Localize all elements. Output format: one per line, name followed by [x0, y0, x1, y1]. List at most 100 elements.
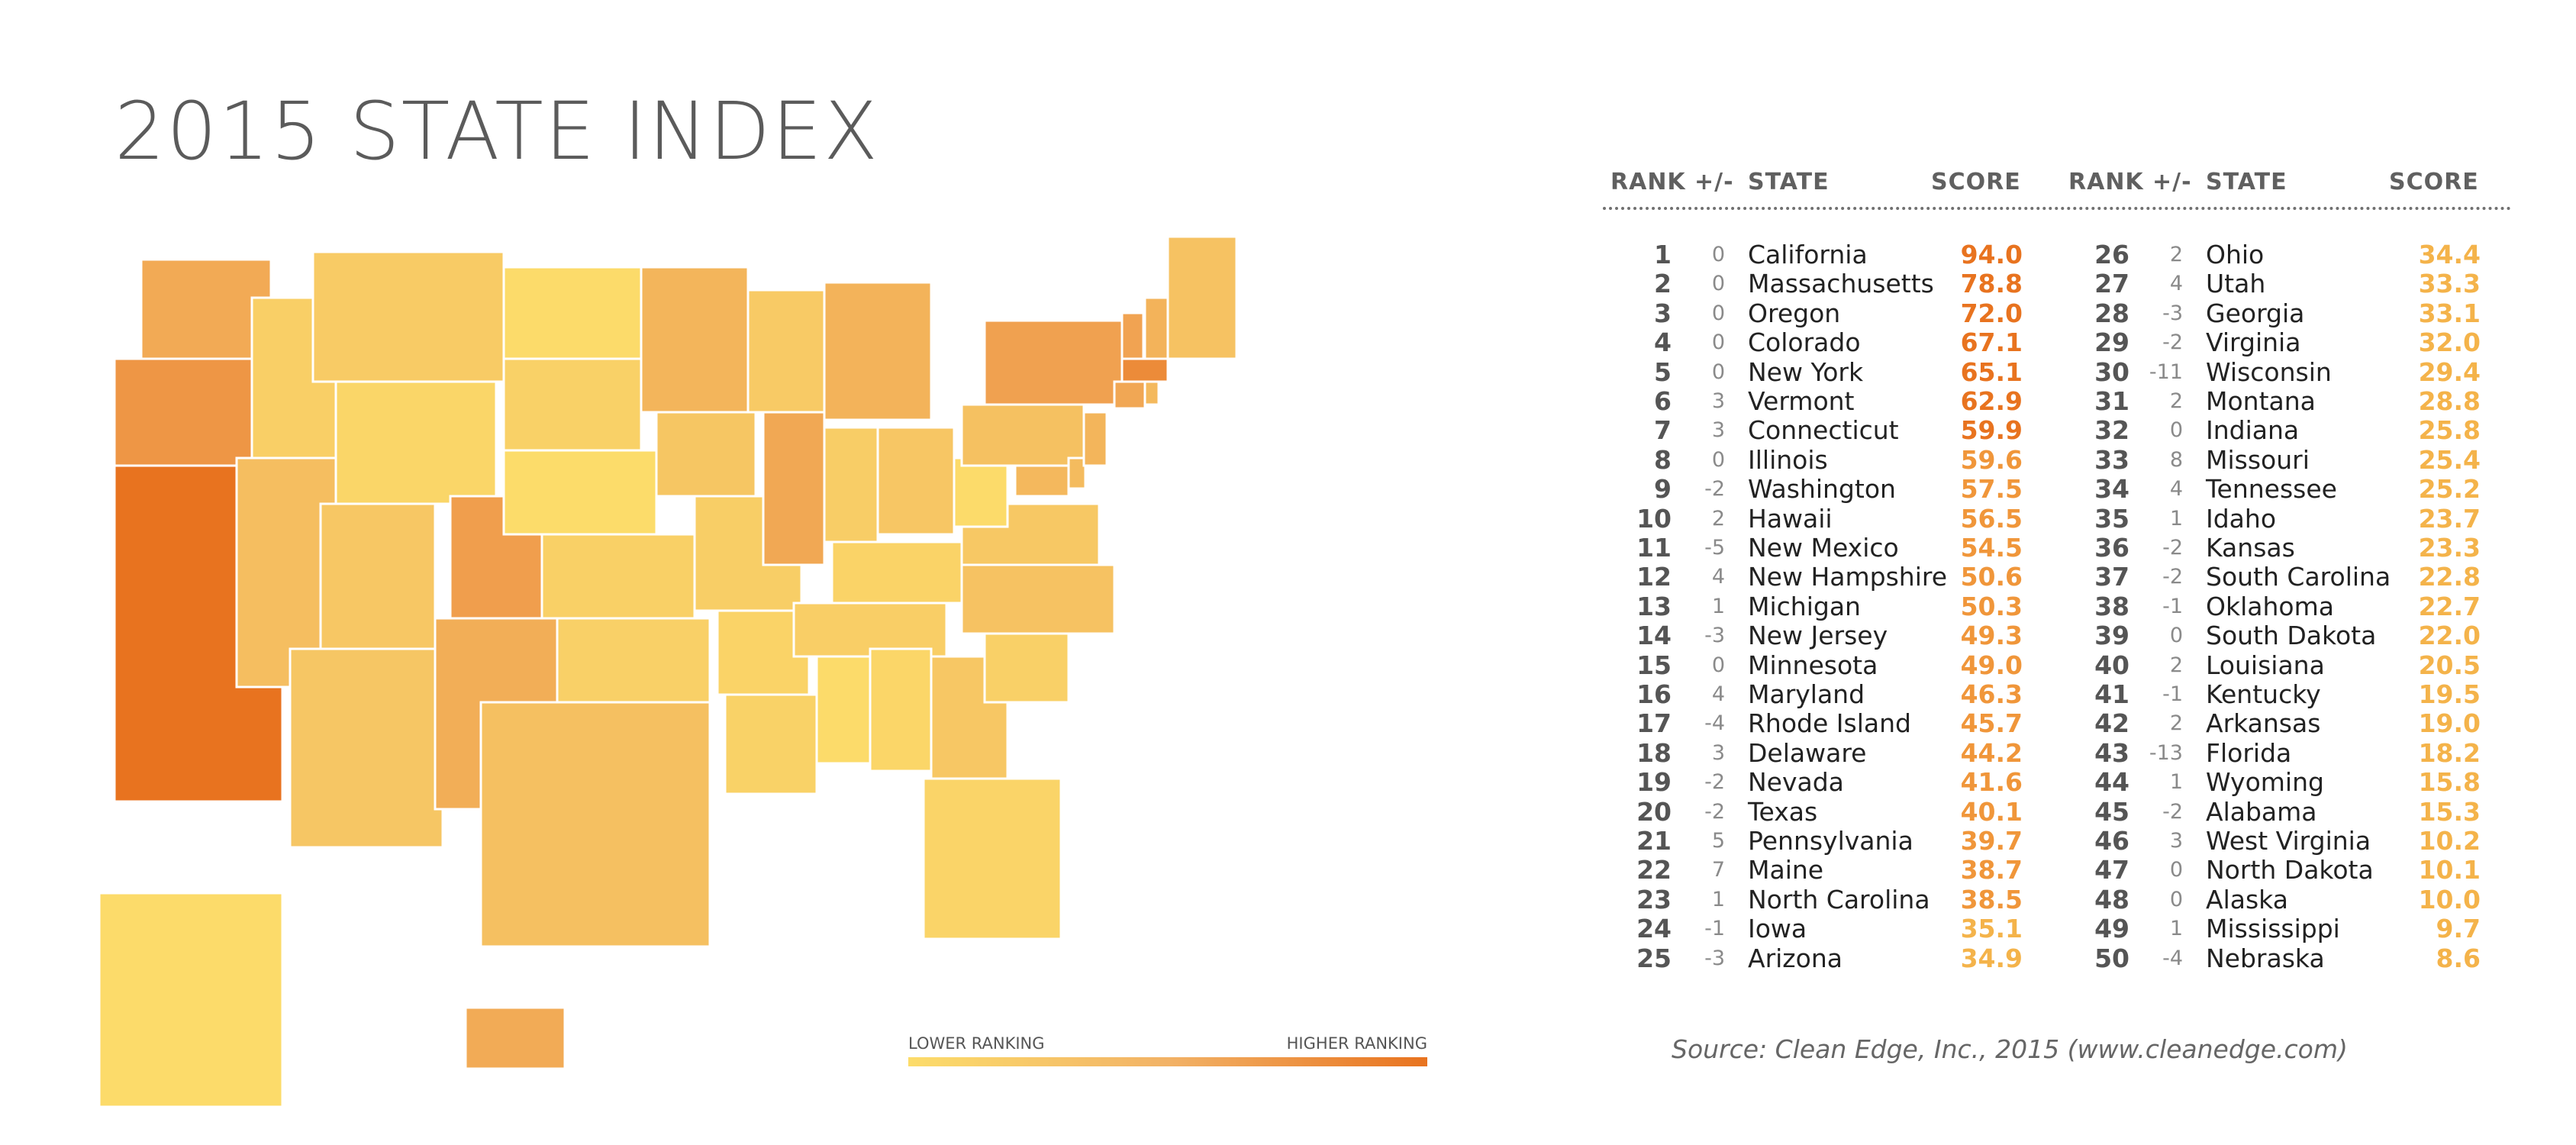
rank-cell: 19 — [1636, 767, 1672, 798]
rank-cell: 4 — [1654, 327, 1672, 358]
score-cell: 18.2 — [2418, 737, 2481, 768]
change-cell: -3 — [2162, 301, 2183, 325]
state-cell: Montana — [2206, 386, 2316, 416]
change-cell: -13 — [2149, 740, 2183, 765]
change-cell: 1 — [2169, 506, 2183, 531]
table-row: 17 -4 Rhode Island 45.7 — [1610, 709, 2519, 738]
change-cell: 3 — [1711, 418, 1725, 443]
table-row: 43 -13 Florida 18.2 — [1610, 737, 2519, 768]
change-cell: 3 — [1711, 389, 1725, 413]
state-washington — [140, 258, 272, 368]
table-row: 15 0 Minnesota 49.0 — [1610, 650, 2519, 680]
change-cell: 2 — [1711, 506, 1725, 531]
change-cell: 0 — [2169, 624, 2183, 648]
table-row: 45 -2 Alabama 15.3 — [1610, 796, 2519, 827]
score-cell: 10.2 — [2418, 826, 2481, 856]
table-row: 32 0 Indiana 25.8 — [1610, 416, 2519, 445]
table-row: 14 -3 New Jersey 49.3 — [1610, 621, 2519, 650]
change-cell: 1 — [2169, 917, 2183, 941]
table-row: 39 0 South Dakota 22.0 — [1610, 621, 2519, 650]
table-row: 23 1 North Carolina 38.5 — [1610, 885, 2519, 914]
change-cell: 0 — [1711, 653, 1725, 677]
change-cell: -3 — [1704, 946, 1725, 970]
score-cell: 59.6 — [1960, 444, 2023, 475]
score-cell: 65.1 — [1960, 356, 2023, 387]
rank-cell: 18 — [1636, 737, 1672, 768]
state-cell: Washington — [1748, 474, 1896, 505]
state-cell: New Hampshire — [1748, 562, 1948, 592]
table-row: 2 0 Massachusetts 78.8 — [1610, 269, 2519, 298]
state-delaware — [1067, 456, 1087, 490]
rank-cell: 50 — [2094, 943, 2129, 973]
state-alabama — [869, 647, 933, 772]
score-cell: 23.3 — [2418, 533, 2481, 563]
change-cell: -1 — [2162, 682, 2183, 706]
table-row: 34 4 Tennessee 25.2 — [1610, 475, 2519, 504]
score-cell: 25.4 — [2418, 444, 2481, 475]
change-cell: 2 — [2169, 653, 2183, 677]
rank-cell: 14 — [1636, 621, 1672, 651]
state-florida — [922, 777, 1062, 940]
rank-cell: 31 — [2094, 386, 2129, 416]
score-cell: 40.1 — [1960, 796, 2023, 827]
change-cell: 0 — [2169, 858, 2183, 882]
state-cell: Alabama — [2206, 796, 2317, 827]
rank-cell: 27 — [2094, 269, 2129, 299]
score-cell: 56.5 — [1960, 503, 2023, 534]
state-minnesota — [640, 266, 750, 414]
legend-gradient-bar — [908, 1057, 1427, 1066]
table-row: 10 2 Hawaii 56.5 — [1610, 503, 2519, 534]
state-cell: Tennessee — [2206, 474, 2337, 505]
change-cell: 8 — [2169, 447, 2183, 472]
state-texas — [479, 701, 711, 948]
table-row: 33 8 Missouri 25.4 — [1610, 444, 2519, 475]
table-row: 21 5 Pennsylvania 39.7 — [1610, 827, 2519, 856]
score-cell: 57.5 — [1960, 474, 2023, 505]
state-kansas — [540, 533, 696, 620]
table-row: 27 4 Utah 33.3 — [1610, 269, 2519, 298]
table-row: 22 7 Maine 38.7 — [1610, 856, 2519, 885]
state-cell: Utah — [2206, 269, 2266, 299]
score-cell: 29.4 — [2418, 356, 2481, 387]
change-cell: 4 — [1711, 565, 1725, 589]
state-cell: Georgia — [2206, 298, 2305, 328]
change-cell: -3 — [1704, 624, 1725, 648]
state-cell: Louisiana — [2206, 650, 2325, 680]
table-row: 41 -1 Kentucky 19.5 — [1610, 680, 2519, 709]
table-row: 12 4 New Hampshire 50.6 — [1610, 563, 2519, 592]
change-cell: 3 — [2169, 829, 2183, 853]
score-cell: 50.6 — [1960, 562, 2023, 592]
rank-cell: 39 — [2094, 621, 2129, 651]
rank-cell: 36 — [2094, 533, 2129, 563]
table-row: 9 -2 Washington 57.5 — [1610, 475, 2519, 504]
table-row: 31 2 Montana 28.8 — [1610, 387, 2519, 416]
score-cell: 33.1 — [2418, 298, 2481, 328]
state-cell: Hawaii — [1748, 503, 1833, 534]
score-cell: 34.4 — [2418, 240, 2481, 269]
state-cell: South Carolina — [2206, 562, 2391, 592]
change-cell: 0 — [1711, 360, 1725, 384]
state-vermont — [1120, 311, 1145, 360]
change-cell: 0 — [2169, 418, 2183, 443]
rank-cell: 43 — [2094, 737, 2129, 768]
rank-cell: 47 — [2094, 855, 2129, 885]
change-cell: -11 — [2149, 360, 2183, 384]
state-arizona — [289, 647, 444, 849]
state-cell: Nebraska — [2206, 943, 2325, 973]
state-cell: West Virginia — [2206, 826, 2371, 856]
rank-cell: 34 — [2094, 474, 2129, 505]
change-cell: 2 — [2169, 243, 2183, 266]
state-cell: New York — [1748, 356, 1864, 387]
table-row: 30 -11 Wisconsin 29.4 — [1610, 356, 2519, 387]
score-cell: 15.8 — [2418, 767, 2481, 798]
rank-cell: 2 — [1654, 269, 1672, 299]
rank-cell: 8 — [1654, 444, 1672, 475]
table-row: 48 0 Alaska 10.0 — [1610, 885, 2519, 914]
state-cell: Vermont — [1748, 386, 1855, 416]
table-row: 24 -1 Iowa 35.1 — [1610, 914, 2519, 943]
score-cell: 49.3 — [1960, 621, 2023, 651]
state-cell: Illinois — [1748, 444, 1828, 475]
score-cell: 15.3 — [2418, 796, 2481, 827]
change-cell: -2 — [1704, 770, 1725, 795]
change-cell: 7 — [1711, 858, 1725, 882]
